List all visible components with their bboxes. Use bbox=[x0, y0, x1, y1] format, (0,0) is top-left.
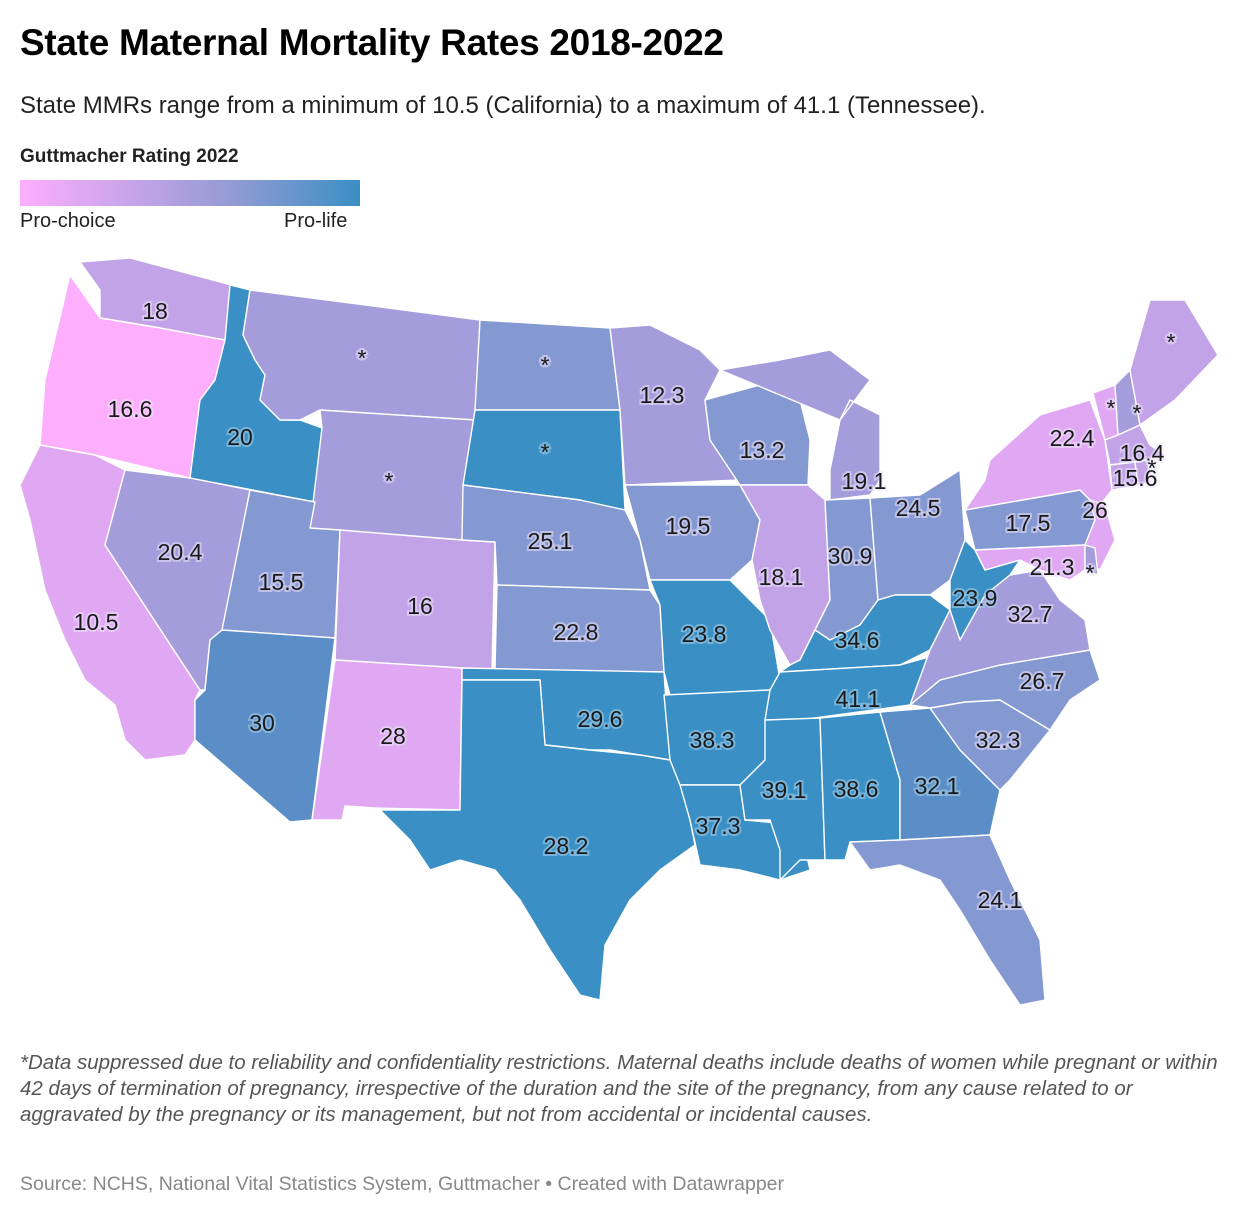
state-label-sc: 32.3 bbox=[976, 727, 1021, 753]
state-label-me: * bbox=[1167, 329, 1176, 355]
us-choropleth-map: 18 16.6 10.5 20 20.4 * * 15.5 30 16 28 * * 25.1 22.8 29… bbox=[19, 257, 1219, 1006]
state-label-sd: * bbox=[541, 439, 550, 465]
state-label-ma: 16.4 bbox=[1120, 440, 1165, 466]
source-line: Source: NCHS, National Vital Statistics … bbox=[20, 1173, 785, 1195]
state-az[interactable] bbox=[194, 629, 336, 823]
state-label-mn: 12.3 bbox=[640, 382, 685, 408]
state-fl[interactable] bbox=[849, 834, 1046, 1006]
state-label-al: 38.6 bbox=[834, 776, 879, 802]
state-label-ny: 22.4 bbox=[1050, 425, 1095, 451]
state-label-co: 16 bbox=[407, 593, 433, 619]
state-label-nj: 26 bbox=[1082, 497, 1108, 523]
state-label-ms: 39.1 bbox=[762, 777, 807, 803]
state-ri[interactable] bbox=[1134, 459, 1151, 486]
state-label-de: * bbox=[1086, 560, 1095, 586]
state-label-fl: 24.1 bbox=[978, 887, 1023, 913]
state-label-id: 20 bbox=[227, 424, 253, 450]
state-label-la: 37.3 bbox=[696, 813, 741, 839]
footnote: *Data suppressed due to reliability and … bbox=[20, 1051, 1218, 1126]
state-label-ks: 22.8 bbox=[554, 619, 599, 645]
state-label-nh: * bbox=[1133, 400, 1142, 426]
state-label-mo: 23.8 bbox=[682, 621, 727, 647]
state-label-va: 32.7 bbox=[1008, 601, 1053, 627]
legend-low-label: Pro-choice bbox=[20, 210, 116, 232]
state-label-nv: 20.4 bbox=[158, 539, 203, 565]
legend-title: Guttmacher Rating 2022 bbox=[20, 146, 239, 167]
state-label-wi: 13.2 bbox=[740, 437, 785, 463]
chart-subtitle: State MMRs range from a minimum of 10.5 … bbox=[20, 92, 986, 119]
state-label-ia: 19.5 bbox=[666, 513, 711, 539]
state-label-tx: 28.2 bbox=[544, 833, 589, 859]
state-label-ky: 34.6 bbox=[835, 627, 880, 653]
state-label-wy: * bbox=[385, 468, 394, 494]
state-label-il: 18.1 bbox=[759, 564, 804, 590]
state-co[interactable] bbox=[334, 529, 496, 671]
state-label-in: 30.9 bbox=[828, 543, 873, 569]
state-label-nm: 28 bbox=[380, 723, 406, 749]
state-label-ga: 32.1 bbox=[915, 773, 960, 799]
state-label-or: 16.6 bbox=[108, 396, 153, 422]
state-ny[interactable] bbox=[964, 399, 1113, 511]
chart-title: State Maternal Mortality Rates 2018-2022 bbox=[20, 22, 724, 63]
state-me[interactable] bbox=[1129, 299, 1219, 426]
state-label-vt: * bbox=[1107, 395, 1116, 421]
state-label-az: 30 bbox=[249, 710, 275, 736]
state-label-mi: 19.1 bbox=[842, 468, 887, 494]
state-label-tn: 41.1 bbox=[836, 686, 881, 712]
state-label-md: 21.3 bbox=[1030, 554, 1075, 580]
state-label-ct: 15.6 bbox=[1113, 465, 1158, 491]
legend-high-label: Pro-life bbox=[284, 210, 348, 232]
state-label-wv: 23.9 bbox=[953, 585, 998, 611]
legend-gradient-bar bbox=[20, 180, 360, 206]
state-label-ca: 10.5 bbox=[74, 609, 119, 635]
state-label-oh: 24.5 bbox=[896, 495, 941, 521]
state-label-ne: 25.1 bbox=[528, 528, 573, 554]
state-label-ri: * bbox=[1148, 455, 1157, 481]
state-mi[interactable] bbox=[719, 349, 881, 501]
state-label-mt: * bbox=[358, 345, 367, 371]
state-label-ar: 38.3 bbox=[690, 727, 735, 753]
state-label-wa: 18 bbox=[142, 298, 168, 324]
state-label-ok: 29.6 bbox=[578, 706, 623, 732]
state-tx[interactable] bbox=[379, 679, 696, 1001]
state-label-pa: 17.5 bbox=[1006, 510, 1051, 536]
state-de[interactable] bbox=[1084, 544, 1099, 576]
state-label-ut: 15.5 bbox=[259, 569, 304, 595]
state-label-nd: * bbox=[541, 352, 550, 378]
state-label-nc: 26.7 bbox=[1020, 668, 1065, 694]
